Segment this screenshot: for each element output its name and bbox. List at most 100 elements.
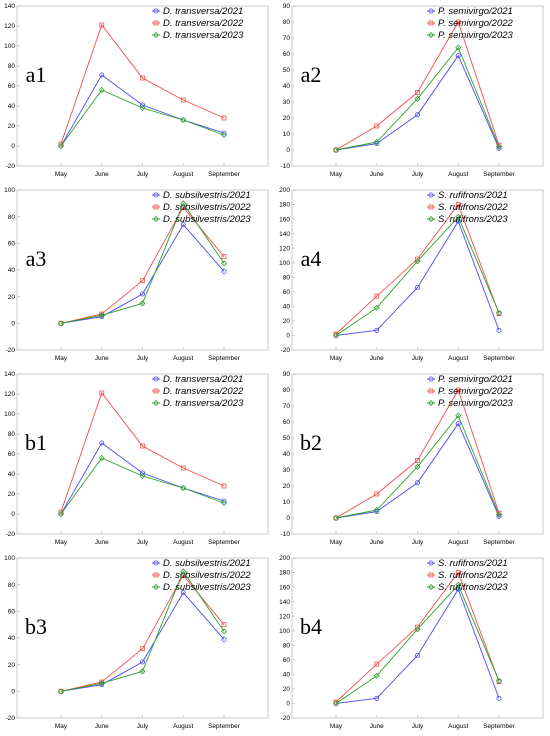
legend-marker <box>153 376 159 382</box>
x-tick-label: May <box>330 539 343 546</box>
x-tick-label: June <box>370 539 384 546</box>
legend-label: S. rufifrons/2023 <box>438 214 508 225</box>
y-tick-label: 180 <box>279 570 290 577</box>
data-point <box>98 680 105 687</box>
x-tick-label: May <box>55 355 68 362</box>
chart-panel-a1: -20 0 20 40 60 80 100 120 140 May June July August Se… <box>0 0 275 184</box>
legend-entry: S. rufifrons/2022 <box>427 202 508 213</box>
legend-entry: D. subsilvestris/2022 <box>152 570 251 581</box>
series-line <box>335 414 500 519</box>
x-tick-label: May <box>330 723 343 730</box>
data-point <box>496 695 502 701</box>
data-point <box>57 510 65 518</box>
data-point <box>98 454 105 462</box>
y-tick-label: 30 <box>283 467 291 474</box>
y-tick-label: 140 <box>279 599 290 606</box>
legend-entry: S. rufifrons/2022 <box>427 570 508 581</box>
y-tick-label: 10 <box>283 131 291 138</box>
data-point <box>374 293 380 299</box>
data-point <box>221 483 227 489</box>
y-tick-label: 140 <box>4 371 15 378</box>
series-y2022 <box>58 390 227 515</box>
data-point <box>415 458 420 463</box>
legend-marker <box>152 583 160 591</box>
data-point <box>57 320 65 327</box>
y-tick-label: 80 <box>8 214 16 221</box>
data-point <box>180 484 187 492</box>
legend-marker <box>428 8 434 14</box>
legend-label: D. transversa/2021 <box>163 374 243 385</box>
series-y2021 <box>333 421 502 521</box>
y-tick-label: 20 <box>283 115 291 122</box>
x-tick-label: July <box>412 539 424 546</box>
series-line <box>60 570 225 692</box>
data-point <box>180 568 187 575</box>
y-tick-label: -20 <box>6 163 16 170</box>
y-tick-label: 80 <box>283 642 291 649</box>
legend-label: D. transversa/2022 <box>163 386 244 397</box>
y-tick-label: 40 <box>8 267 16 274</box>
y-tick-label: 10 <box>283 499 291 506</box>
series-y2021 <box>58 222 227 326</box>
legend-label: D. transversa/2023 <box>163 398 244 409</box>
legend-marker <box>428 560 434 566</box>
legend-marker <box>153 8 159 14</box>
x-tick-label: July <box>137 723 149 730</box>
y-tick-label: 60 <box>283 419 291 426</box>
y-tick-label: 200 <box>279 187 290 194</box>
series-y2023 <box>332 412 503 522</box>
y-tick-label: 0 <box>286 515 290 522</box>
data-point <box>373 138 380 146</box>
series-y2023 <box>57 568 228 695</box>
chart-svg: -10 0 10 20 30 40 50 60 70 80 90 May June July August S… <box>281 371 544 546</box>
data-point <box>374 123 380 129</box>
data-point <box>496 510 502 516</box>
y-tick-label: 20 <box>8 294 16 301</box>
data-point <box>455 53 461 59</box>
chart-panel-b2: -10 0 10 20 30 40 50 60 70 80 90 May June July August S… <box>275 368 550 552</box>
y-tick-label: 90 <box>283 3 291 10</box>
data-point <box>220 260 228 267</box>
data-point <box>496 327 502 333</box>
y-tick-label: 0 <box>286 701 290 708</box>
y-tick-label: 40 <box>283 83 291 90</box>
data-point <box>414 480 420 486</box>
data-point <box>140 75 145 81</box>
legend-label: D. subsilvestris/2022 <box>163 202 251 213</box>
data-point <box>495 309 503 316</box>
legend-label: D. subsilvestris/2021 <box>163 190 251 201</box>
y-tick-label: 40 <box>283 672 291 679</box>
data-point <box>180 97 186 103</box>
x-tick-label: August <box>448 355 468 362</box>
data-point <box>373 672 380 679</box>
data-point <box>455 213 462 220</box>
series-y2023 <box>57 86 228 150</box>
data-point <box>455 44 462 51</box>
y-tick-label: 120 <box>279 613 290 620</box>
y-tick-label: 20 <box>8 491 16 498</box>
series-line <box>335 588 500 704</box>
legend-marker <box>153 192 159 198</box>
data-point <box>220 131 228 139</box>
x-tick-label: September <box>483 355 516 362</box>
y-tick-label: 160 <box>279 584 290 591</box>
data-point <box>139 472 146 480</box>
data-point <box>495 143 503 150</box>
data-point <box>374 327 380 333</box>
legend-entry: P. semivirgo/2023 <box>427 398 514 409</box>
y-tick-label: -20 <box>6 347 16 354</box>
data-point <box>57 142 65 150</box>
legend-label: P. semivirgo/2021 <box>438 374 513 385</box>
data-point <box>180 200 187 207</box>
panel-label: a4 <box>301 246 322 271</box>
x-tick-label: June <box>370 171 384 178</box>
data-point <box>374 695 380 701</box>
data-point <box>221 130 227 136</box>
panel-label: a3 <box>26 246 47 271</box>
y-tick-label: 0 <box>11 689 15 696</box>
series-y2023 <box>57 200 228 327</box>
data-point <box>221 254 227 260</box>
panel-label: b2 <box>300 430 322 455</box>
chart-panel-a4: -20 0 20 40 60 80 100 120 140 160 180 200 May June Jul… <box>275 184 550 368</box>
